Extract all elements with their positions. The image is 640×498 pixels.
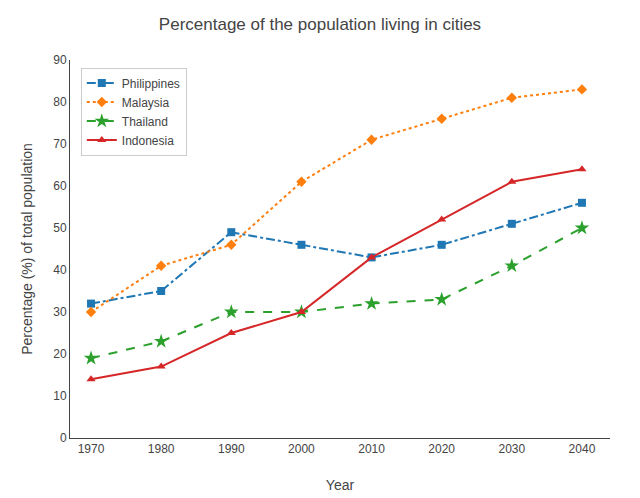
svg-text:70: 70	[53, 137, 67, 151]
svg-text:Year: Year	[326, 477, 355, 493]
svg-text:Percentage (%) of total popula: Percentage (%) of total population	[19, 143, 35, 355]
svg-text:2040: 2040	[569, 442, 596, 456]
svg-text:1970: 1970	[78, 442, 105, 456]
svg-text:60: 60	[53, 179, 67, 193]
svg-text:40: 40	[53, 263, 67, 277]
svg-text:Thailand: Thailand	[122, 115, 168, 129]
svg-text:Indonesia: Indonesia	[122, 134, 174, 148]
svg-text:50: 50	[53, 221, 67, 235]
svg-text:1980: 1980	[148, 442, 175, 456]
svg-text:30: 30	[53, 305, 67, 319]
svg-text:2030: 2030	[498, 442, 525, 456]
svg-text:0: 0	[60, 431, 67, 445]
svg-text:80: 80	[53, 95, 67, 109]
svg-text:1990: 1990	[218, 442, 245, 456]
svg-text:Philippines: Philippines	[122, 77, 180, 91]
svg-text:Malaysia: Malaysia	[122, 96, 170, 110]
svg-text:2020: 2020	[428, 442, 455, 456]
svg-text:90: 90	[53, 53, 67, 67]
svg-text:2000: 2000	[288, 442, 315, 456]
svg-text:10: 10	[53, 389, 67, 403]
svg-text:20: 20	[53, 347, 67, 361]
svg-text:Percentage of the population l: Percentage of the population living in c…	[159, 15, 481, 34]
svg-text:2010: 2010	[358, 442, 385, 456]
